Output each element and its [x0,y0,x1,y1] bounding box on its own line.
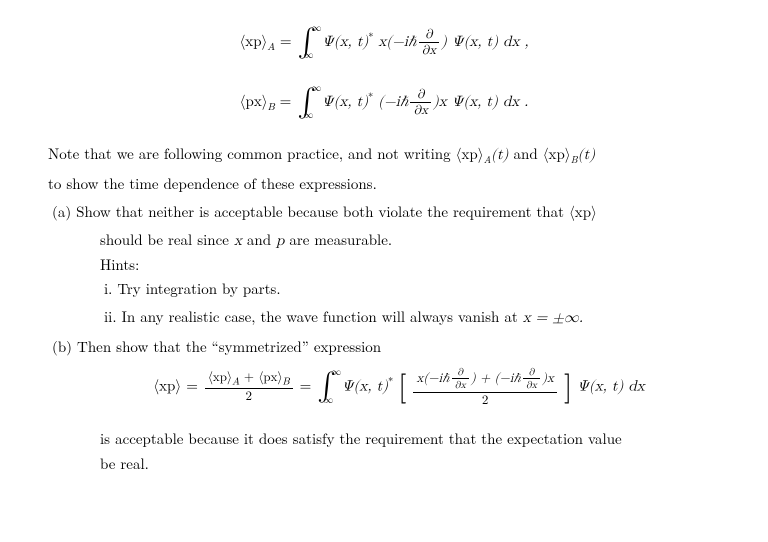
bracket-right-icon: ] [564,374,572,401]
sub-A: A [267,42,275,52]
psi-star: Ψ(x, t) [322,34,368,49]
closing-line2: be real. [100,454,720,474]
psi-dx: Ψ(x, t) dx , [452,34,529,49]
integral-icon: ∫∞∞ [298,24,317,62]
item-b-label: (b) [52,336,72,357]
item-a: (a) Show that neither is acceptable beca… [74,202,720,223]
expect-px: ⟨px⟩ [240,94,268,109]
closing-line1: is acceptable because it does satisfy th… [100,429,720,449]
partial-frac: ∂∂x [419,28,439,58]
note-paragraph-line1: Note that we are following common practi… [48,144,720,167]
item-a-line2: should be real since x and p are measura… [100,230,720,251]
page-content: ⟨xp⟩A = ∫∞∞ Ψ(x, t)* x(−iℏ∂∂x) Ψ(x, t) d… [0,0,768,494]
item-b: (b) Then show that the “symmetrized” exp… [74,337,720,357]
equation-symmetrized: ⟨xp⟩ = ⟨xp⟩A + ⟨px⟩B 2 = ∫∞∞ Ψ(x, t)* [ … [78,367,720,408]
sym-frac-left: ⟨xp⟩A + ⟨px⟩B 2 [205,371,293,404]
bracket-left-icon: [ [398,374,406,401]
equation-xp-A: ⟨xp⟩A = ∫∞∞ Ψ(x, t)* x(−iℏ∂∂x) Ψ(x, t) d… [48,24,720,62]
sub-B: B [268,102,275,112]
item-a-label: (a) [52,201,71,222]
hint-ii-label: ii. [104,306,117,327]
sym-frac-op: x(−iℏ∂∂x) + (−iℏ∂∂x)x 2 [413,367,556,408]
integral-icon: ∫∞∞ [297,84,316,122]
hint-ii: ii. In any realistic case, the wave func… [124,307,720,328]
note-paragraph-line2: to show the time dependence of these exp… [48,174,720,194]
hints-heading: Hints: [100,255,720,275]
equation-px-B: ⟨px⟩B = ∫∞∞ Ψ(x, t)* (−iℏ∂∂x)x Ψ(x, t) d… [48,84,720,122]
integral-icon: ∫∞∞ [317,368,336,406]
hint-i: i. Try integration by parts. [124,279,720,299]
expect-xp: ⟨xp⟩ [239,34,267,49]
equals: = [280,34,297,49]
